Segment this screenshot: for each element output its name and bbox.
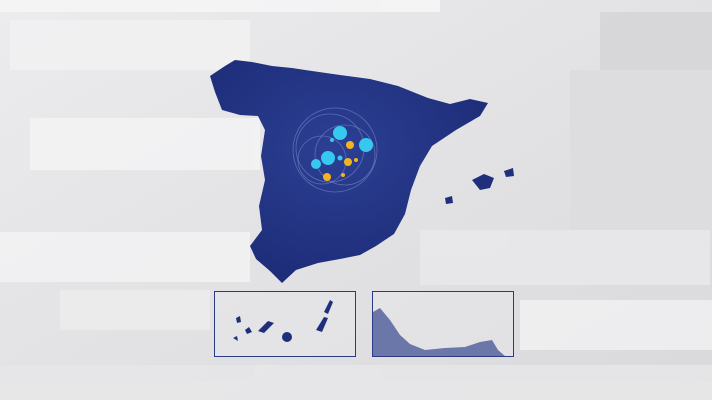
band (0, 0, 440, 12)
band (520, 300, 712, 350)
island (233, 336, 238, 341)
island (472, 174, 494, 190)
coastline (373, 308, 505, 356)
dot (354, 158, 358, 162)
dot (341, 173, 345, 177)
dot (359, 138, 373, 152)
dot (337, 155, 343, 161)
band (0, 365, 712, 400)
island (245, 327, 252, 334)
inset-ceuta-melilla (372, 291, 514, 357)
dot (344, 158, 352, 166)
island (316, 317, 328, 332)
ring (314, 124, 376, 186)
band (420, 230, 710, 285)
dot (311, 159, 321, 169)
map-dots (311, 126, 373, 181)
island (282, 332, 292, 342)
band (10, 20, 250, 70)
dot (330, 138, 334, 142)
band (0, 232, 250, 282)
dot (321, 151, 335, 165)
map-spain (210, 60, 514, 283)
island (258, 321, 274, 333)
inset-frame (214, 291, 356, 357)
band (60, 290, 210, 330)
dot (333, 126, 347, 140)
band (30, 118, 260, 170)
inset-canarias (214, 291, 356, 357)
island (445, 196, 453, 204)
mainland (210, 60, 488, 283)
dot (346, 141, 354, 149)
ring (292, 107, 378, 193)
island (236, 316, 241, 323)
island (504, 168, 514, 177)
band (570, 70, 712, 230)
dot (323, 173, 331, 181)
island (324, 300, 333, 314)
